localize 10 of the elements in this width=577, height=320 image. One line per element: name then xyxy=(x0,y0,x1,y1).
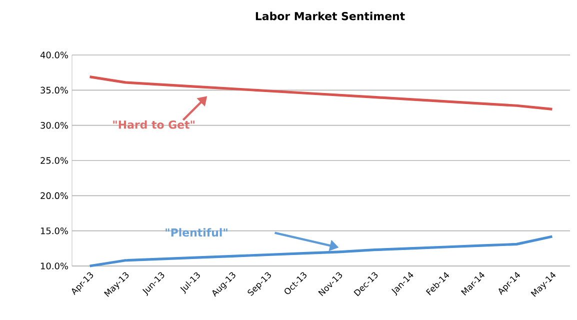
series-label: "Plentiful" xyxy=(166,228,228,237)
y-tick-label: 10.0% xyxy=(40,262,68,270)
y-tick-label: 25.0% xyxy=(40,157,68,164)
y-tick-label: 15.0% xyxy=(40,227,68,234)
text: "Hard to Get" xyxy=(113,120,194,129)
y-tick-label: 40.0% xyxy=(40,52,68,58)
y-tick-label: 35.0% xyxy=(40,86,68,94)
chart-title: Labor Market Sentiment xyxy=(256,12,405,20)
y-tick-label: 20.0% xyxy=(40,192,68,200)
y-tick-label: 30.0% xyxy=(40,122,68,129)
